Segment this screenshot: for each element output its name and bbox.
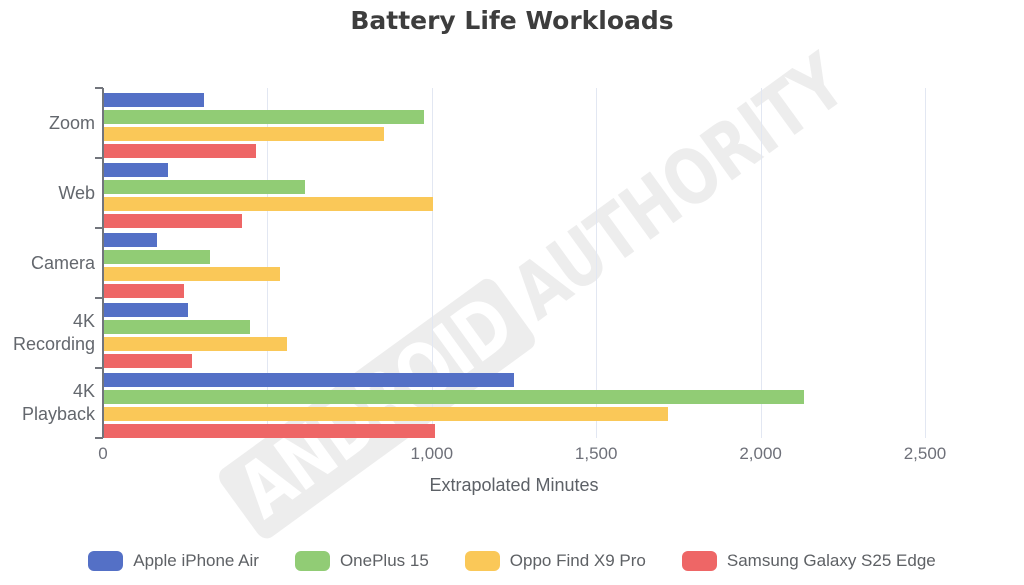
bar xyxy=(103,424,436,438)
y-axis-tick xyxy=(95,437,103,439)
y-axis-label-zoom: Zoom xyxy=(48,113,95,133)
bar xyxy=(103,110,424,124)
legend-item-oppo-find-x9-pro[interactable]: Oppo Find X9 Pro xyxy=(464,551,646,571)
bar xyxy=(103,214,243,228)
x-axis-title: Extrapolated Minutes xyxy=(429,475,599,495)
bar-group-4k-recording xyxy=(103,298,925,368)
bar xyxy=(103,250,210,264)
bar xyxy=(103,390,804,404)
bar xyxy=(103,407,668,421)
y-axis-label-4k-playback: 4K Playback xyxy=(21,381,95,424)
bar xyxy=(103,354,193,368)
bar xyxy=(103,180,306,194)
y-axis-tick xyxy=(95,157,103,159)
bar xyxy=(103,93,204,107)
y-axis-label-4k-recording: 4K Recording xyxy=(12,311,95,354)
bar xyxy=(103,373,514,387)
bar xyxy=(103,320,251,334)
chart-title: Battery Life Workloads xyxy=(350,6,674,35)
bar xyxy=(103,144,257,158)
x-tick-label-2000: 2,000 xyxy=(739,444,782,463)
bar-group-zoom xyxy=(103,88,925,158)
legend-swatch xyxy=(464,551,500,571)
bar xyxy=(103,197,434,211)
legend: Apple iPhone Air OnePlus 15 Oppo Find X9 P… xyxy=(0,551,1024,571)
legend-label: OnePlus 15 xyxy=(339,551,429,570)
x-tick-label-1000: 1,000 xyxy=(410,444,454,463)
y-axis-tick xyxy=(95,367,103,369)
legend-swatch xyxy=(88,551,124,571)
gridline-500 xyxy=(267,88,269,438)
gridline-2500 xyxy=(925,88,926,438)
legend-label: Samsung Galaxy S25 Edge xyxy=(726,551,936,570)
gridline-1000 xyxy=(431,88,433,438)
bar xyxy=(103,163,169,177)
y-axis-line xyxy=(102,88,104,438)
legend-swatch xyxy=(681,551,717,571)
legend-item-apple-iphone-air[interactable]: Apple iPhone Air xyxy=(88,551,259,571)
bar xyxy=(103,337,288,351)
legend-item-samsung-galaxy-s25-edge[interactable]: Samsung Galaxy S25 Edge xyxy=(681,551,936,571)
y-axis-tick xyxy=(95,227,103,229)
bar xyxy=(103,127,385,141)
x-tick-label-0: 0 xyxy=(98,444,108,463)
x-tick-label-500: 500 xyxy=(253,444,282,463)
bar-group-4k-playback xyxy=(103,368,925,438)
bar xyxy=(103,303,189,317)
gridline-2000 xyxy=(760,88,762,438)
bar xyxy=(103,284,184,298)
legend-label: Apple iPhone Air xyxy=(133,551,259,570)
x-tick-label-2500: 2,500 xyxy=(903,444,947,463)
y-axis-label-web: Web xyxy=(58,183,95,203)
legend-item-oneplus-15[interactable]: OnePlus 15 xyxy=(294,551,429,571)
legend-label: Oppo Find X9 Pro xyxy=(509,551,646,570)
y-axis-tick xyxy=(95,87,103,89)
bar xyxy=(103,267,280,281)
bar xyxy=(103,233,157,247)
x-tick-label-1500: 1,500 xyxy=(574,444,618,463)
bar-group-camera xyxy=(103,228,925,298)
gridline-1500 xyxy=(596,88,598,438)
y-axis-label-camera: Camera xyxy=(30,253,95,273)
plot-area xyxy=(95,87,926,439)
y-axis-tick xyxy=(95,297,103,299)
bar-group-web xyxy=(103,158,925,228)
legend-swatch xyxy=(294,551,330,571)
